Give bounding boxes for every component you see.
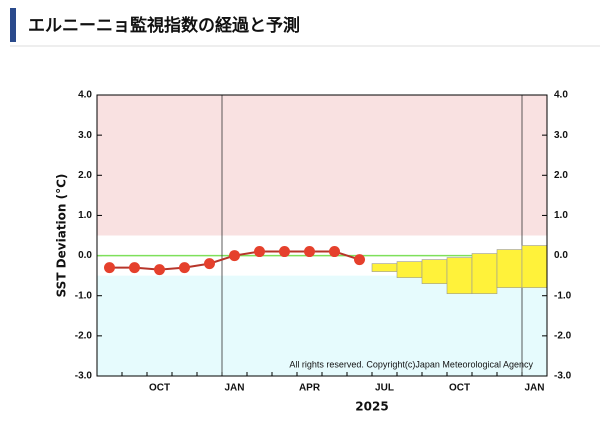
x-tick-label: APR bbox=[299, 383, 321, 394]
observed-point bbox=[104, 262, 115, 274]
x-tick-label: JAN bbox=[224, 383, 244, 394]
x-tick-label: JUL bbox=[375, 383, 394, 394]
observed-point bbox=[329, 246, 340, 258]
observed-point bbox=[204, 258, 215, 270]
forecast-range bbox=[446, 257, 473, 295]
forecast-range bbox=[471, 253, 498, 295]
annotation: All rights reserved. Copyright(c)Japan M… bbox=[289, 359, 533, 369]
observed-point bbox=[354, 254, 365, 266]
forecast-range bbox=[396, 261, 423, 278]
observed-point bbox=[229, 250, 240, 262]
observed-point bbox=[304, 246, 315, 258]
forecast-range bbox=[521, 245, 548, 288]
y-tick-label: -2.0 bbox=[75, 330, 93, 341]
observed-point bbox=[279, 246, 290, 258]
observed-point bbox=[129, 262, 140, 274]
plot-frame bbox=[96, 94, 548, 377]
y2-tick-label: 1.0 bbox=[554, 210, 568, 221]
y2-tick-label: -1.0 bbox=[554, 290, 572, 301]
y-tick-label: 2.0 bbox=[78, 170, 92, 181]
header-accent bbox=[10, 8, 16, 42]
forecast-range bbox=[421, 259, 448, 284]
x-tick-label: OCT bbox=[149, 383, 170, 394]
y2-tick-label: 0.0 bbox=[554, 250, 568, 261]
y2-tick-label: 4.0 bbox=[554, 90, 568, 101]
y-axis-label: SST Deviation (°C) bbox=[55, 174, 69, 298]
y-tick-label: 4.0 bbox=[78, 90, 92, 101]
forecast-range bbox=[371, 263, 398, 272]
y-tick-label: 0.0 bbox=[78, 250, 92, 261]
elnino-band bbox=[97, 95, 547, 236]
x-axis-label: 2025 bbox=[355, 400, 388, 414]
header-title: エルニーニョ監視指数の経過と予測 bbox=[28, 15, 300, 36]
y2-tick-label: 2.0 bbox=[554, 170, 568, 181]
x-tick-label: JAN bbox=[524, 383, 544, 394]
forecast-range bbox=[496, 249, 523, 288]
y2-tick-label: -2.0 bbox=[554, 330, 572, 341]
y2-tick-label: 3.0 bbox=[554, 130, 568, 141]
y2-tick-label: -3.0 bbox=[554, 371, 572, 382]
y-tick-label: -3.0 bbox=[75, 371, 93, 382]
x-tick-label: OCT bbox=[449, 383, 470, 394]
observed-point bbox=[254, 246, 265, 258]
observed-point bbox=[179, 262, 190, 274]
y-tick-label: -1.0 bbox=[75, 290, 93, 301]
y-tick-label: 3.0 bbox=[78, 130, 92, 141]
y-tick-label: 1.0 bbox=[78, 210, 92, 221]
observed-point bbox=[154, 264, 165, 276]
